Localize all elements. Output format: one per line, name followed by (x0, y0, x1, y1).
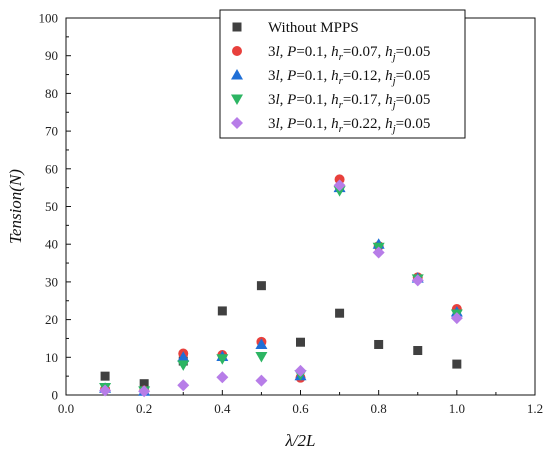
data-point (217, 306, 227, 316)
data-point (177, 360, 190, 371)
data-point (374, 339, 384, 349)
legend: Without MPPS 3l, P=0.1, hr=0.07, hj=0.05 3… (219, 9, 466, 139)
data-point (177, 379, 190, 392)
legend-item: 3l, P=0.1, hr=0.22, hj=0.05 (231, 116, 430, 135)
y-tick-label: 90 (45, 48, 58, 63)
data-point (334, 174, 345, 185)
legend-item: Without MPPS (232, 20, 359, 36)
data-point (256, 281, 266, 291)
series-2 (100, 174, 462, 396)
x-tick-label: 1.0 (449, 401, 465, 416)
data-point (255, 338, 268, 349)
legend-marker (232, 46, 242, 56)
data-point (294, 364, 307, 377)
x-tick-label: 1.2 (527, 401, 543, 416)
y-tick-label: 40 (45, 237, 58, 252)
data-point (333, 179, 346, 192)
x-tick-label: 0.6 (292, 401, 309, 416)
x-tick-label: 0.0 (58, 401, 74, 416)
y-tick-label: 0 (52, 388, 59, 403)
data-point (372, 246, 385, 259)
y-tick-label: 60 (45, 161, 58, 176)
y-tick-label: 10 (45, 350, 58, 365)
axes: 0.0 0.2 0.4 0.6 0.8 1.0 1.2 0 10 20 30 40 50 60 70 80 90… (39, 11, 544, 417)
data-point (255, 374, 268, 387)
data-point (138, 385, 151, 398)
data-point (139, 379, 149, 389)
data-point (450, 312, 463, 325)
data-point (333, 186, 346, 197)
legend-marker (231, 69, 243, 80)
legend-label: 3l, P=0.1, hr=0.07, hj=0.05 (268, 44, 430, 63)
x-tick-label: 0.2 (136, 401, 152, 416)
data-point (413, 346, 423, 356)
y-tick-label: 30 (45, 274, 58, 289)
x-axis-title: λ/2L (284, 431, 315, 450)
data-point (216, 371, 229, 384)
legend-item: 3l, P=0.1, hr=0.17, hj=0.05 (231, 92, 430, 111)
legend-item: 3l, P=0.1, hr=0.12, hj=0.05 (231, 68, 430, 87)
y-tick-label: 100 (39, 11, 59, 26)
data-point (411, 274, 424, 287)
legend-label: 3l, P=0.1, hr=0.17, hj=0.05 (268, 92, 430, 111)
y-axis-title: Tension(N) (6, 169, 25, 244)
data-point (177, 351, 190, 362)
data-point (452, 359, 462, 369)
series-1 (100, 281, 462, 389)
y-tick-label: 20 (45, 312, 58, 327)
legend-box (219, 9, 466, 139)
x-tick-label: 0.4 (214, 401, 231, 416)
data-point (99, 384, 112, 397)
data-point (100, 371, 110, 381)
y-tick-label: 50 (45, 199, 58, 214)
legend-item: 3l, P=0.1, hr=0.07, hj=0.05 (232, 44, 430, 63)
data-point (255, 352, 268, 363)
legend-label: Without MPPS (268, 20, 359, 36)
series-3 (99, 181, 463, 396)
legend-label: 3l, P=0.1, hr=0.22, hj=0.05 (268, 116, 430, 135)
data-point (216, 354, 229, 365)
legend-marker (232, 22, 242, 32)
legend-label: 3l, P=0.1, hr=0.12, hj=0.05 (268, 68, 430, 87)
data-point (296, 337, 305, 347)
y-tick-label: 80 (45, 86, 58, 101)
data-point (335, 308, 345, 318)
series-4 (99, 186, 463, 397)
legend-marker (231, 117, 243, 129)
data-marks (99, 174, 463, 398)
x-tick-label: 0.8 (371, 401, 387, 416)
y-tick-label: 70 (45, 124, 58, 139)
legend-marker (231, 94, 243, 105)
series-5 (99, 179, 463, 398)
